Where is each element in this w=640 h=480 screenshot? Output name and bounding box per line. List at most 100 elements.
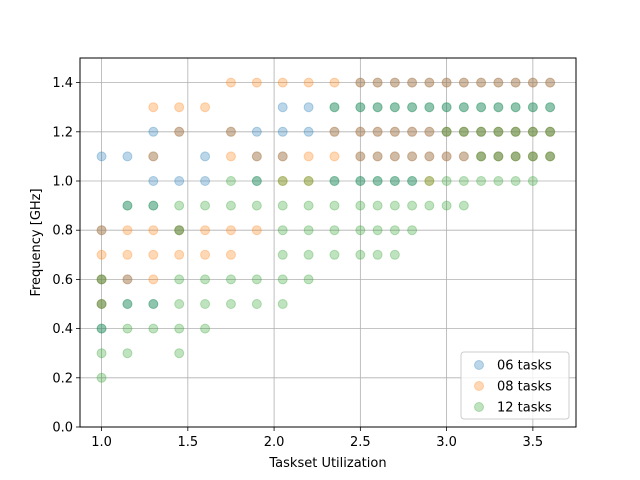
scatter-point-series-1: [510, 77, 521, 88]
scatter-point-series-1: [424, 151, 435, 162]
scatter-point-series-2: [329, 102, 340, 113]
scatter-point-series-0: [545, 102, 556, 113]
y-tick-label: 0.4: [52, 322, 73, 337]
x-tick-label: 1.0: [91, 435, 112, 450]
scatter-point-series-1: [174, 102, 185, 113]
scatter-point-series-2: [476, 151, 487, 162]
scatter-point-series-2: [148, 299, 159, 309]
scatter-point-series-1: [148, 274, 159, 285]
scatter-point-series-0: [407, 102, 418, 113]
scatter-point-series-2: [303, 249, 314, 260]
scatter-point-series-1: [527, 126, 538, 137]
scatter-point-series-0: [174, 225, 185, 236]
scatter-point-series-2: [372, 102, 383, 113]
scatter-point-series-1: [277, 151, 288, 162]
scatter-point-series-1: [96, 299, 107, 309]
x-tick-label: 1.5: [177, 435, 198, 450]
scatter-point-series-2: [545, 102, 556, 113]
scatter-point-series-2: [389, 225, 400, 236]
scatter-point-series-1: [476, 151, 487, 162]
scatter-point-series-1: [148, 151, 159, 162]
scatter-point-series-0: [303, 102, 314, 113]
scatter-point-series-1: [148, 102, 159, 113]
x-tick-label: 2.0: [264, 435, 285, 450]
scatter-point-series-0: [148, 151, 159, 162]
scatter-point-series-1: [96, 249, 107, 260]
scatter-point-series-0: [329, 126, 340, 137]
scatter-point-series-0: [148, 299, 159, 309]
scatter-point-series-1: [510, 126, 521, 137]
scatter-point-series-1: [277, 176, 288, 186]
scatter-point-series-2: [458, 176, 469, 186]
scatter-point-series-0: [251, 176, 262, 186]
scatter-point-series-1: [545, 126, 556, 137]
scatter-point-series-0: [476, 77, 487, 88]
scatter-point-series-2: [441, 200, 452, 211]
scatter-point-series-0: [493, 126, 504, 137]
scatter-point-series-0: [407, 151, 418, 162]
scatter-point-series-0: [441, 77, 452, 88]
scatter-point-series-1: [148, 225, 159, 236]
scatter-point-series-1: [303, 151, 314, 162]
scatter-point-series-0: [389, 151, 400, 162]
scatter-point-series-1: [424, 77, 435, 88]
scatter-point-series-1: [389, 126, 400, 137]
scatter-point-series-0: [407, 77, 418, 88]
scatter-point-series-0: [277, 151, 288, 162]
scatter-point-series-2: [122, 323, 133, 334]
scatter-point-series-2: [389, 249, 400, 260]
scatter-point-series-2: [303, 225, 314, 236]
x-tick-label: 3.5: [523, 435, 544, 450]
scatter-point-series-0: [527, 102, 538, 113]
scatter-point-series-0: [148, 200, 159, 211]
scatter-point-series-0: [372, 77, 383, 88]
scatter-point-series-0: [476, 102, 487, 113]
scatter-point-series-0: [251, 151, 262, 162]
scatter-point-series-1: [329, 77, 340, 88]
scatter-point-series-2: [458, 126, 469, 137]
scatter-point-series-0: [389, 102, 400, 113]
scatter-point-series-2: [476, 102, 487, 113]
scatter-point-series-2: [200, 299, 211, 309]
scatter-point-series-2: [329, 176, 340, 186]
scatter-point-series-2: [174, 299, 185, 309]
scatter-point-series-1: [458, 126, 469, 137]
scatter-point-series-1: [303, 176, 314, 186]
scatter-point-series-1: [527, 151, 538, 162]
scatter-point-series-0: [174, 126, 185, 137]
scatter-point-series-2: [493, 126, 504, 137]
scatter-point-series-2: [424, 200, 435, 211]
scatter-point-series-2: [277, 299, 288, 309]
scatter-point-series-2: [277, 176, 288, 186]
scatter-point-series-2: [510, 176, 521, 186]
scatter-point-series-1: [225, 225, 236, 236]
scatter-point-series-2: [372, 176, 383, 186]
scatter-point-series-2: [527, 176, 538, 186]
scatter-point-series-1: [355, 77, 366, 88]
scatter-point-series-0: [200, 151, 211, 162]
scatter-point-series-2: [355, 200, 366, 211]
scatter-point-series-0: [200, 176, 211, 186]
scatter-point-series-1: [372, 77, 383, 88]
scatter-point-series-1: [251, 77, 262, 88]
scatter-point-series-0: [424, 151, 435, 162]
scatter-point-series-2: [96, 372, 107, 383]
scatter-point-series-1: [424, 176, 435, 186]
scatter-point-series-2: [329, 225, 340, 236]
scatter-point-series-1: [200, 249, 211, 260]
scatter-point-series-0: [476, 126, 487, 137]
scatter-point-series-0: [510, 126, 521, 137]
scatter-point-series-2: [225, 200, 236, 211]
axis-ticks: 1.0 1.5 2.0 2.5 3.0 3.5 0.0 0.2 0.4 0.6 0.8 1.0 1.2 1…: [52, 76, 543, 450]
scatter-point-series-2: [96, 274, 107, 285]
scatter-point-series-0: [372, 176, 383, 186]
scatter-point-series-1: [122, 249, 133, 260]
y-tick-label: 0.6: [52, 273, 73, 288]
legend-marker: [474, 402, 484, 412]
grid-lines: [80, 58, 576, 428]
scatter-point-series-2: [329, 249, 340, 260]
x-tick-label: 2.5: [350, 435, 371, 450]
scatter-point-series-2: [355, 102, 366, 113]
scatter-point-series-1: [122, 274, 133, 285]
scatter-point-series-0: [424, 126, 435, 137]
